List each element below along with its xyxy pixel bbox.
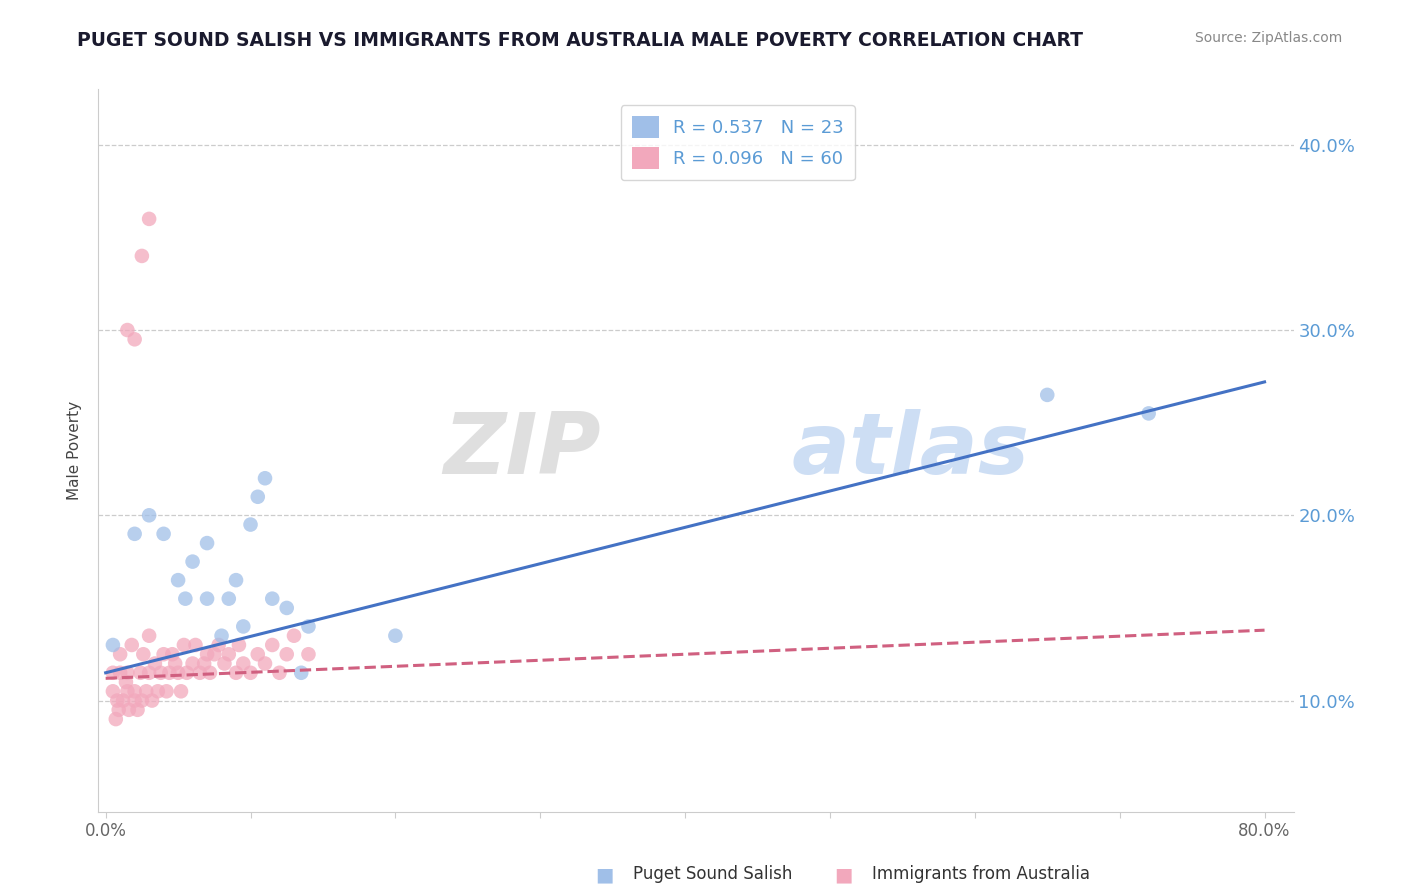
Point xyxy=(176,665,198,680)
Point xyxy=(117,684,139,698)
Point xyxy=(138,665,160,680)
Point xyxy=(218,647,240,661)
Point xyxy=(167,665,190,680)
Point xyxy=(184,638,207,652)
Point xyxy=(167,573,190,587)
Point xyxy=(170,684,193,698)
Text: atlas: atlas xyxy=(792,409,1029,492)
Point xyxy=(228,638,250,652)
Point xyxy=(262,591,284,606)
Point xyxy=(149,665,172,680)
Point xyxy=(211,629,233,643)
Point xyxy=(165,657,187,671)
Text: ■: ■ xyxy=(595,865,614,884)
Point xyxy=(115,675,138,690)
Text: ■: ■ xyxy=(834,865,853,884)
Text: Immigrants from Australia: Immigrants from Australia xyxy=(872,865,1090,883)
Point xyxy=(117,665,139,680)
Point xyxy=(138,211,160,226)
Point xyxy=(246,647,269,661)
Point xyxy=(108,665,131,680)
Point xyxy=(173,638,195,652)
Point xyxy=(124,526,146,541)
Point xyxy=(105,693,128,707)
Point xyxy=(232,619,254,633)
Point xyxy=(283,629,305,643)
Point xyxy=(108,647,131,661)
Point xyxy=(124,684,146,698)
Point xyxy=(121,638,143,652)
Point xyxy=(225,573,247,587)
Point xyxy=(195,647,218,661)
Point xyxy=(124,332,146,346)
Point xyxy=(193,657,215,671)
Point xyxy=(246,490,269,504)
Point xyxy=(107,703,129,717)
Point xyxy=(141,693,163,707)
Point xyxy=(104,712,127,726)
Point xyxy=(135,684,157,698)
Point xyxy=(297,647,319,661)
Point xyxy=(117,323,139,337)
Point xyxy=(157,665,180,680)
Point xyxy=(101,665,124,680)
Point xyxy=(214,657,236,671)
Point xyxy=(208,638,231,652)
Point xyxy=(262,638,284,652)
Point xyxy=(143,657,166,671)
Point xyxy=(131,693,153,707)
Point xyxy=(195,536,218,550)
Point xyxy=(202,647,225,661)
Point xyxy=(225,665,247,680)
Legend: R = 0.537   N = 23, R = 0.096   N = 60: R = 0.537 N = 23, R = 0.096 N = 60 xyxy=(621,105,855,180)
Point xyxy=(239,517,262,532)
Point xyxy=(101,638,124,652)
Point xyxy=(198,665,221,680)
Point xyxy=(253,657,276,671)
Point xyxy=(297,619,319,633)
Point xyxy=(152,526,174,541)
Text: Source: ZipAtlas.com: Source: ZipAtlas.com xyxy=(1195,31,1343,45)
Point xyxy=(162,647,184,661)
Point xyxy=(132,647,155,661)
Text: PUGET SOUND SALISH VS IMMIGRANTS FROM AUSTRALIA MALE POVERTY CORRELATION CHART: PUGET SOUND SALISH VS IMMIGRANTS FROM AU… xyxy=(77,31,1084,50)
Point xyxy=(124,693,146,707)
Point xyxy=(112,693,135,707)
Point xyxy=(146,684,169,698)
Point xyxy=(181,657,204,671)
Point xyxy=(129,665,152,680)
Point xyxy=(155,684,177,698)
Point xyxy=(218,591,240,606)
Point xyxy=(253,471,276,485)
Point xyxy=(188,665,211,680)
Point xyxy=(1137,406,1160,420)
Point xyxy=(127,703,149,717)
Point xyxy=(174,591,197,606)
Point xyxy=(239,665,262,680)
Text: ZIP: ZIP xyxy=(443,409,600,492)
Point xyxy=(1036,388,1059,402)
Point xyxy=(384,629,406,643)
Point xyxy=(290,665,312,680)
Point xyxy=(138,629,160,643)
Point xyxy=(118,703,141,717)
Point xyxy=(232,657,254,671)
Point xyxy=(152,647,174,661)
Text: Puget Sound Salish: Puget Sound Salish xyxy=(633,865,792,883)
Point xyxy=(138,508,160,523)
Point xyxy=(131,249,153,263)
Point xyxy=(276,601,298,615)
Point xyxy=(101,684,124,698)
Y-axis label: Male Poverty: Male Poverty xyxy=(67,401,83,500)
Point xyxy=(181,555,204,569)
Point xyxy=(195,591,218,606)
Point xyxy=(276,647,298,661)
Point xyxy=(269,665,291,680)
